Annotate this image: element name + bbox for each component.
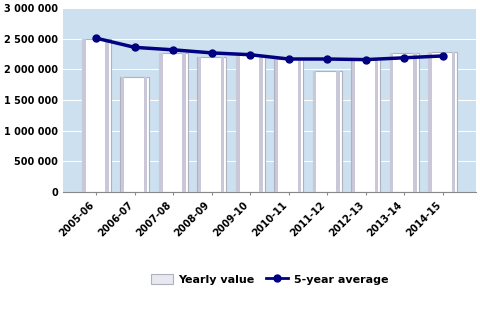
- Bar: [144, 77, 147, 192]
- Bar: [159, 53, 188, 192]
- Bar: [105, 39, 108, 192]
- Bar: [221, 57, 224, 192]
- Bar: [428, 52, 457, 192]
- Bar: [351, 58, 380, 192]
- Bar: [120, 77, 124, 192]
- Bar: [313, 71, 342, 192]
- Bar: [298, 59, 301, 192]
- Bar: [452, 52, 455, 192]
- Bar: [390, 53, 394, 192]
- Bar: [429, 52, 432, 192]
- Legend: Yearly value, 5-year average: Yearly value, 5-year average: [146, 270, 393, 289]
- Bar: [82, 39, 85, 192]
- Bar: [336, 71, 339, 192]
- Bar: [413, 53, 417, 192]
- Bar: [390, 53, 419, 192]
- Bar: [236, 55, 264, 192]
- Bar: [120, 77, 149, 192]
- Bar: [274, 59, 303, 192]
- Bar: [82, 39, 111, 192]
- Bar: [259, 55, 263, 192]
- Bar: [236, 55, 240, 192]
- Bar: [182, 53, 186, 192]
- Bar: [198, 57, 201, 192]
- Bar: [159, 53, 163, 192]
- Bar: [351, 58, 355, 192]
- Bar: [275, 59, 278, 192]
- Bar: [374, 58, 378, 192]
- Bar: [313, 71, 316, 192]
- Bar: [197, 57, 226, 192]
